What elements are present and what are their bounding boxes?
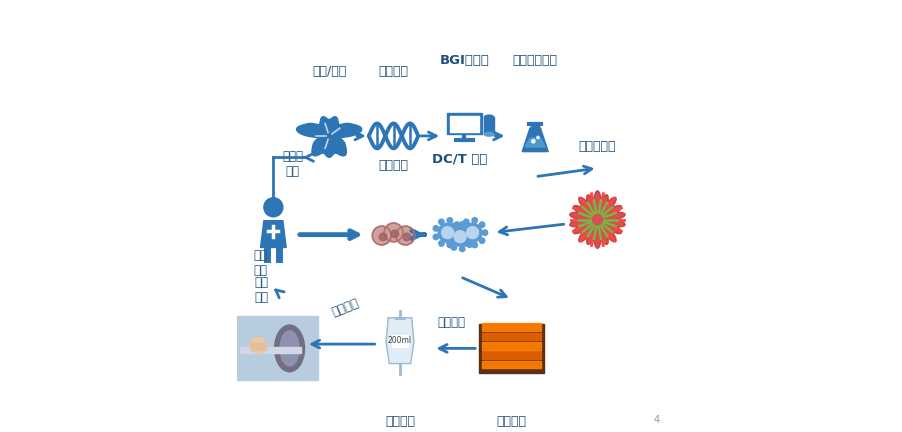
Circle shape — [457, 234, 463, 240]
Circle shape — [459, 246, 465, 251]
Circle shape — [466, 242, 472, 248]
Circle shape — [402, 233, 410, 241]
Circle shape — [479, 222, 484, 227]
Circle shape — [457, 226, 463, 231]
Text: DC/T 细胞: DC/T 细胞 — [432, 153, 487, 166]
Text: 特异性抗原肽: 特异性抗原肽 — [512, 54, 557, 67]
Polygon shape — [261, 221, 286, 248]
Text: 核酸分析: 核酸分析 — [378, 65, 408, 78]
Circle shape — [456, 230, 463, 235]
Text: 血细胞
采集: 血细胞 采集 — [281, 150, 303, 178]
Circle shape — [454, 238, 459, 243]
Circle shape — [479, 238, 484, 243]
Bar — [479, 324, 543, 372]
Bar — [482, 361, 540, 368]
Text: 疯效
监测: 疯效 监测 — [253, 248, 267, 276]
Circle shape — [531, 140, 534, 143]
Circle shape — [379, 233, 386, 241]
Circle shape — [396, 226, 414, 245]
Circle shape — [450, 227, 469, 246]
Text: 疯效
监测: 疯效 监测 — [254, 276, 268, 305]
Circle shape — [446, 242, 452, 248]
Circle shape — [537, 136, 538, 139]
Bar — [530, 124, 538, 130]
Bar — [483, 118, 493, 134]
Circle shape — [466, 226, 472, 232]
Circle shape — [263, 198, 282, 217]
Circle shape — [451, 223, 456, 229]
Bar — [391, 334, 408, 347]
Circle shape — [469, 234, 474, 239]
Text: 单核细胞: 单核细胞 — [378, 159, 408, 172]
Text: BGI数据库: BGI数据库 — [439, 54, 489, 67]
Circle shape — [459, 222, 465, 227]
Text: 细胞扩增: 细胞扩增 — [496, 415, 526, 428]
Bar — [446, 113, 482, 134]
Circle shape — [463, 219, 468, 225]
Circle shape — [454, 222, 459, 227]
Text: 4: 4 — [653, 415, 659, 425]
Circle shape — [438, 241, 444, 246]
Bar — [449, 116, 478, 132]
Circle shape — [437, 223, 456, 242]
Text: 200ml: 200ml — [388, 336, 411, 345]
Text: 质量检测: 质量检测 — [437, 316, 465, 329]
Circle shape — [433, 226, 438, 231]
Circle shape — [472, 242, 477, 248]
Bar — [240, 347, 300, 353]
Bar — [482, 351, 540, 359]
Circle shape — [441, 227, 453, 238]
Bar — [482, 323, 540, 331]
Circle shape — [372, 226, 391, 245]
Circle shape — [454, 231, 465, 243]
Circle shape — [463, 223, 482, 242]
Circle shape — [446, 218, 452, 223]
Circle shape — [451, 245, 456, 250]
Bar — [482, 333, 540, 340]
Circle shape — [463, 241, 468, 246]
Circle shape — [438, 219, 444, 225]
Circle shape — [482, 230, 487, 235]
Ellipse shape — [483, 115, 493, 120]
Circle shape — [433, 234, 438, 240]
Polygon shape — [296, 117, 362, 157]
Polygon shape — [521, 128, 548, 152]
Bar — [482, 342, 540, 349]
Polygon shape — [569, 191, 624, 248]
Ellipse shape — [274, 325, 304, 372]
Polygon shape — [525, 138, 545, 147]
Circle shape — [472, 218, 477, 223]
Text: 细胞产品: 细胞产品 — [384, 415, 415, 428]
Circle shape — [446, 238, 451, 244]
Text: 细胞回输: 细胞回输 — [329, 296, 360, 319]
Ellipse shape — [280, 331, 299, 366]
Polygon shape — [386, 318, 413, 364]
Circle shape — [250, 337, 265, 353]
Text: 抗原能负载: 抗原能负载 — [578, 140, 615, 153]
Circle shape — [391, 230, 399, 238]
Circle shape — [383, 223, 402, 242]
Bar — [251, 343, 265, 350]
Circle shape — [446, 230, 451, 235]
Circle shape — [466, 227, 478, 238]
Text: 肿瘾/血样: 肿瘾/血样 — [312, 65, 345, 78]
Bar — [235, 316, 318, 381]
Ellipse shape — [483, 132, 493, 136]
